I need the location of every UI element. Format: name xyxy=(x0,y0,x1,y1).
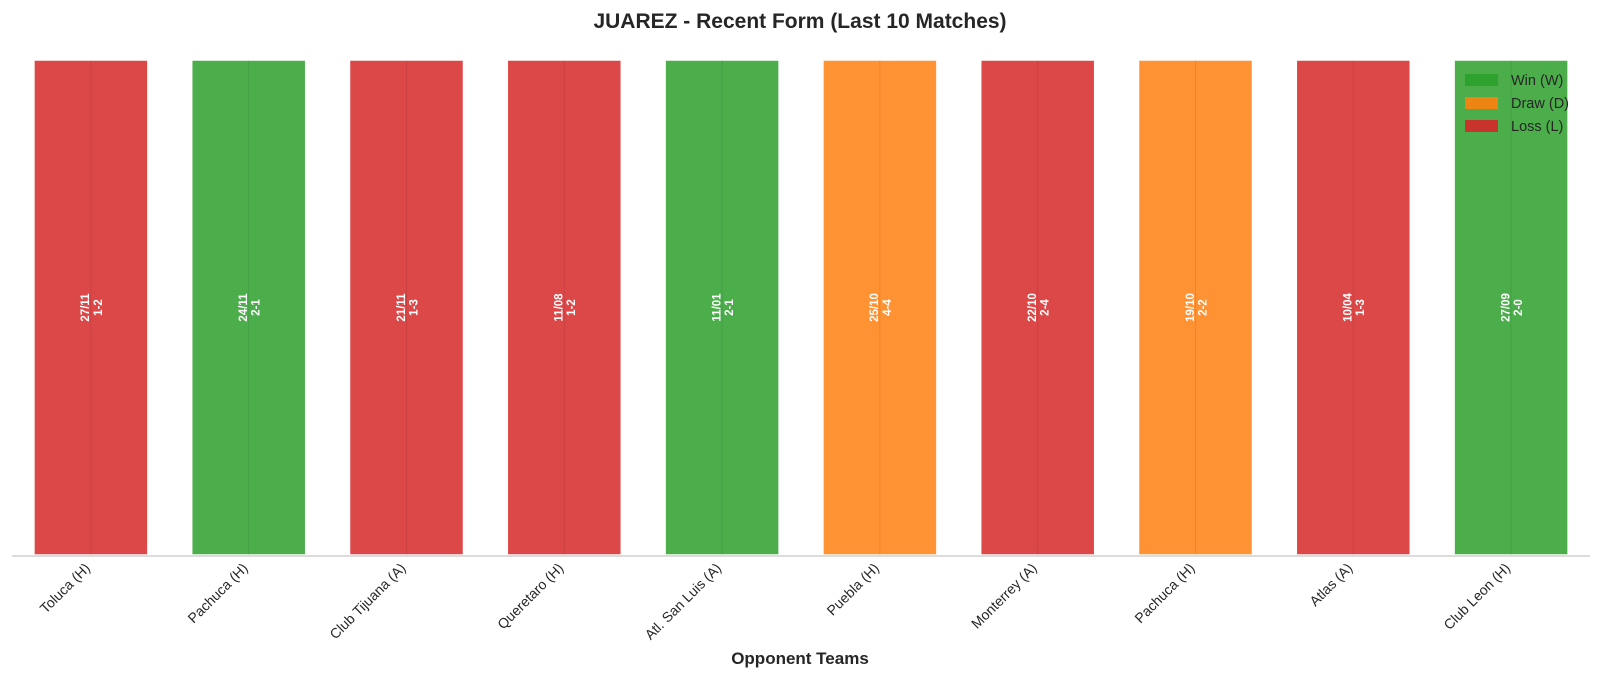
legend-label-d: Draw (D) xyxy=(1511,96,1569,112)
x-tick-label: Toluca (H) xyxy=(37,560,93,616)
bar-date-label: 10/04 xyxy=(1343,293,1355,322)
bar-group: 11/012-1 xyxy=(664,59,780,556)
bar-score-label: 1-3 xyxy=(408,299,420,316)
bar-value-label: 21/111-3 xyxy=(396,293,421,322)
bar-value-label: 11/081-2 xyxy=(554,293,579,322)
bar-date-label: 11/01 xyxy=(711,293,723,322)
bar-group: 24/112-1 xyxy=(190,59,307,556)
bar-l[interactable] xyxy=(506,59,623,556)
bar-date-label: 24/11 xyxy=(238,293,250,322)
bar-date-label: 27/11 xyxy=(80,293,92,322)
bar-value-label: 19/102-2 xyxy=(1185,293,1210,322)
bar-group: 25/104-4 xyxy=(822,59,938,556)
bar-group: 27/092-0 xyxy=(1453,59,1569,556)
legend: Win (W) Draw (D) Loss (L) xyxy=(1465,73,1569,135)
bar-score-label: 1-2 xyxy=(93,299,105,316)
bar-value-label: 11/012-1 xyxy=(711,293,736,322)
x-tick-label: Puebla (H) xyxy=(823,560,882,619)
bar-l[interactable] xyxy=(979,59,1096,556)
legend-label-w: Win (W) xyxy=(1511,73,1563,89)
bar-score-label: 1-2 xyxy=(566,299,578,316)
bar-date-label: 22/10 xyxy=(1027,293,1039,322)
bar-w[interactable] xyxy=(1453,59,1569,556)
bar-w[interactable] xyxy=(190,59,307,556)
x-tick-label: Club Tijuana (A) xyxy=(326,560,408,642)
bar-w[interactable] xyxy=(664,59,780,556)
bar-date-label: 27/09 xyxy=(1500,293,1512,322)
x-tick-label: Atlas (A) xyxy=(1306,560,1355,609)
bar-l[interactable] xyxy=(33,59,149,556)
bar-value-label: 22/102-4 xyxy=(1027,293,1052,322)
bar-score-label: 2-2 xyxy=(1197,299,1209,316)
bar-score-label: 2-4 xyxy=(1040,299,1052,316)
legend-swatch-d xyxy=(1465,97,1498,109)
bar-group: 11/081-2 xyxy=(506,59,623,556)
bar-value-label: 27/111-2 xyxy=(80,293,105,322)
x-tick-labels: Toluca (H) Pachuca (H) Club Tijuana (A) Que… xyxy=(37,560,1514,643)
bar-value-label: 27/092-0 xyxy=(1500,293,1525,322)
bar-l[interactable] xyxy=(1295,59,1412,556)
bar-value-label: 25/104-4 xyxy=(869,293,894,322)
bar-score-label: 2-1 xyxy=(724,299,736,316)
x-tick-label: Queretaro (H) xyxy=(494,560,566,632)
legend-swatch-w xyxy=(1465,74,1498,86)
x-axis-label: Opponent Teams xyxy=(731,649,869,668)
bar-date-label: 11/08 xyxy=(554,293,566,322)
x-tick-label: Club Leon (H) xyxy=(1440,560,1513,633)
bar-value-label: 24/112-1 xyxy=(238,293,263,322)
bar-score-label: 4-4 xyxy=(882,299,894,316)
legend-swatch-l xyxy=(1465,120,1498,132)
legend-label-l: Loss (L) xyxy=(1511,119,1563,135)
bar-group: 22/102-4 xyxy=(979,59,1096,556)
bar-group: 19/102-2 xyxy=(1137,59,1254,556)
bar-score-label: 1-3 xyxy=(1355,299,1367,316)
bar-group: 21/111-3 xyxy=(348,59,465,556)
chart-title: JUAREZ - Recent Form (Last 10 Matches) xyxy=(593,10,1006,33)
x-tick-label: Pachuca (H) xyxy=(1131,560,1197,626)
bar-l[interactable] xyxy=(348,59,465,556)
bar-value-label: 10/041-3 xyxy=(1343,293,1368,322)
bar-group: 10/041-3 xyxy=(1295,59,1412,556)
bar-score-label: 2-0 xyxy=(1513,299,1525,316)
x-tick-label: Pachuca (H) xyxy=(184,560,250,626)
bar-d[interactable] xyxy=(1137,59,1254,556)
bar-score-label: 2-1 xyxy=(251,299,263,316)
bar-date-label: 19/10 xyxy=(1185,293,1197,322)
bar-group: 27/111-2 xyxy=(33,59,149,556)
bar-date-label: 21/11 xyxy=(396,293,408,322)
bars-group: 27/111-2 24/112-1 21/111-3 11/081-2 11/012-1… xyxy=(33,59,1569,556)
x-tick-label: Atl. San Luis (A) xyxy=(641,560,724,643)
bar-date-label: 25/10 xyxy=(869,293,881,322)
x-tick-label: Monterrey (A) xyxy=(968,560,1040,632)
bar-d[interactable] xyxy=(822,59,938,556)
